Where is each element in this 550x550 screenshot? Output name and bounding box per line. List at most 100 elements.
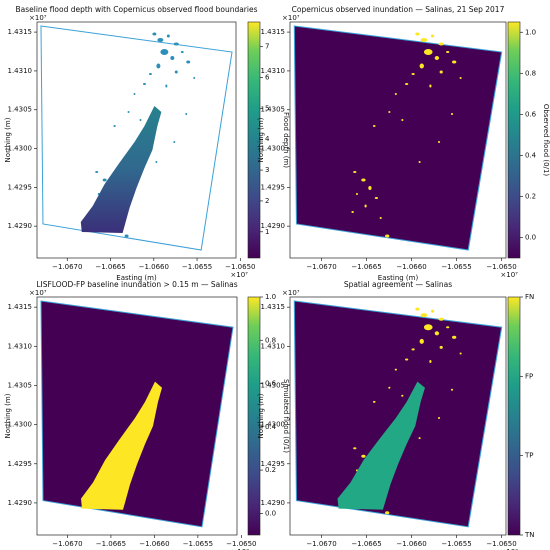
y-tick-label: 1.4295 (261, 183, 286, 191)
y-tick-label: 1.4300 (261, 421, 286, 429)
colorbar-tick-label: 6 (265, 74, 270, 82)
y-tick-label: 1.4310 (8, 342, 33, 350)
colorbar-tick-label: 0.4 (265, 423, 277, 431)
x-tick-label: −1.0660 (396, 540, 426, 548)
y-tick-label: 1.4310 (261, 67, 286, 75)
y-tick-label: 1.4315 (8, 303, 33, 311)
y-offset: ×10⁷ (29, 289, 47, 297)
x-tick-label: −1.0660 (139, 540, 169, 548)
colorbar-label: Flood depth (m) (282, 112, 290, 168)
colorbar-tick-label: 1.0 (265, 293, 276, 301)
chart-title: Copernicus observed inundation — Salinas… (292, 5, 505, 14)
y-axis-label: Northing (m) (257, 393, 265, 438)
x-tick-label: −1.0650 (486, 263, 516, 271)
x-offset: ×10⁷ (231, 548, 249, 550)
y-tick-label: 1.4310 (8, 67, 33, 75)
colorbar-tick-label: 0.0 (265, 509, 276, 517)
colorbar-tick-label: 1 (265, 228, 269, 236)
x-tick-label: −1.0660 (396, 263, 426, 271)
x-tick-label: −1.0655 (182, 263, 212, 271)
chart-title: Baseline flood depth with Copernicus obs… (16, 5, 258, 14)
y-tick-label: 1.4290 (261, 499, 286, 507)
x-tick-label: −1.0665 (95, 263, 125, 271)
colorbar-tick-label: 0.8 (525, 69, 536, 77)
colorbar-tick-label: 0.4 (525, 151, 537, 159)
x-tick-label: −1.0670 (306, 263, 336, 271)
axes-frame (36, 21, 237, 259)
map-image (293, 25, 503, 251)
y-axis-label: Northing (m) (4, 393, 12, 438)
map-image (40, 300, 234, 528)
colorbar-label: Simulated flood (0/1) (282, 379, 290, 453)
x-tick-label: −1.0670 (52, 263, 82, 271)
y-offset: ×10⁷ (282, 14, 300, 22)
y-tick-label: 1.4315 (261, 28, 286, 36)
map-image (40, 25, 233, 251)
axes-frame (289, 21, 507, 259)
axes-frame (289, 296, 507, 536)
colorbar-tick-label: 0.2 (525, 192, 536, 200)
x-tick-label: −1.0660 (139, 263, 169, 271)
colorbar (507, 21, 521, 259)
colorbar-tick-label: 0.0 (525, 233, 536, 241)
y-tick-label: 1.4295 (8, 183, 33, 191)
x-tick-label: −1.0655 (441, 540, 471, 548)
y-tick-label: 1.4290 (261, 222, 286, 230)
axes-frame (36, 296, 238, 536)
y-tick-label: 1.4305 (8, 106, 33, 114)
y-tick-label: 1.4315 (261, 303, 286, 311)
y-tick-label: 1.4300 (8, 421, 33, 429)
x-tick-label: −1.0665 (351, 540, 381, 548)
x-axis-label: Easting (m) (378, 274, 419, 282)
x-tick-label: −1.0655 (441, 263, 471, 271)
x-tick-label: −1.0650 (486, 540, 516, 548)
x-offset: ×10⁷ (230, 271, 248, 279)
y-tick-label: 1.4315 (8, 28, 33, 36)
y-tick-label: 1.4305 (261, 106, 286, 114)
colorbar-tick-label: 2 (265, 197, 269, 205)
y-tick-label: 1.4295 (261, 460, 286, 468)
y-offset: ×10⁷ (282, 289, 300, 297)
y-tick-label: 1.4295 (8, 460, 33, 468)
y-tick-label: 1.4305 (8, 381, 33, 389)
colorbar-label: Observed flood (0/1) (542, 104, 550, 177)
y-offset: ×10⁷ (29, 14, 47, 22)
x-tick-label: −1.0665 (351, 263, 381, 271)
colorbar-tick-label: 0.2 (265, 466, 276, 474)
y-tick-label: 1.4290 (8, 499, 33, 507)
map-image (293, 300, 503, 528)
y-tick-label: 1.4310 (261, 342, 286, 350)
x-offset: ×10⁷ (500, 271, 518, 279)
y-tick-label: 1.4290 (8, 222, 33, 230)
colorbar (247, 21, 261, 259)
x-tick-label: −1.0655 (183, 540, 213, 548)
y-tick-label: 1.4300 (261, 145, 286, 153)
y-tick-label: 1.4300 (8, 145, 33, 153)
x-offset: ×10⁷ (500, 548, 518, 550)
colorbar-tick-label: FP (525, 372, 533, 380)
x-tick-label: −1.0670 (52, 540, 82, 548)
colorbar (507, 296, 521, 536)
colorbar-tick-label: 3 (265, 166, 269, 174)
colorbar-tick-label: 5 (265, 104, 269, 112)
colorbar-tick-label: 0.6 (525, 110, 537, 118)
y-tick-label: 1.4305 (261, 381, 286, 389)
colorbar-tick-label: 0.6 (265, 380, 277, 388)
colorbar-tick-label: 0.8 (265, 336, 276, 344)
colorbar (247, 296, 261, 536)
colorbar-tick-label: 4 (265, 135, 270, 143)
chart-title: Spatial agreement — Salinas (344, 280, 452, 289)
colorbar-tick-label: 7 (265, 43, 269, 51)
x-axis-label: Easting (m) (116, 274, 157, 282)
x-tick-label: −1.0650 (225, 263, 255, 271)
colorbar-tick-label: TN (524, 531, 535, 539)
y-axis-label: Northing (m) (4, 117, 12, 162)
x-tick-label: −1.0670 (306, 540, 336, 548)
y-axis-label: Northing (m) (257, 117, 265, 162)
colorbar-tick-label: TP (524, 452, 534, 460)
x-tick-label: −1.0650 (226, 540, 256, 548)
x-tick-label: −1.0665 (96, 540, 126, 548)
chart-title: LISFLOOD-FP baseline inundation > 0.15 m… (36, 280, 237, 289)
colorbar-tick-label: 1.0 (525, 28, 536, 36)
